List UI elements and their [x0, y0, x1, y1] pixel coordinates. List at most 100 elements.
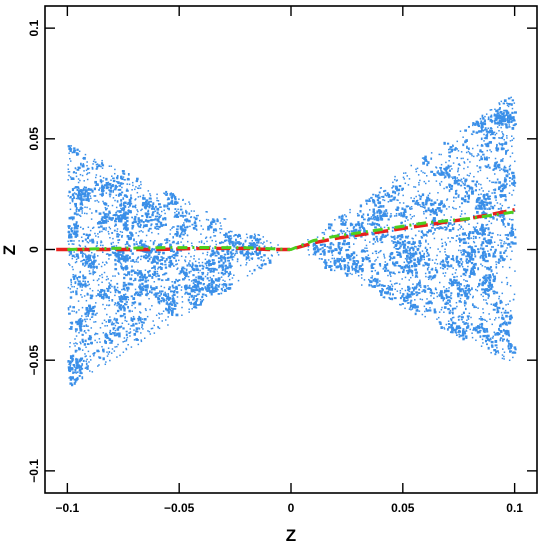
scatter-point	[158, 295, 161, 297]
scatter-point	[173, 301, 176, 304]
scatter-point	[79, 215, 82, 218]
scatter-point	[191, 244, 193, 247]
scatter-point	[132, 324, 135, 327]
scatter-point	[124, 227, 127, 231]
scatter-point	[458, 260, 461, 264]
scatter-point	[509, 184, 511, 187]
scatter-point	[207, 287, 211, 290]
scatter-point	[84, 353, 86, 355]
scatter-point	[77, 280, 80, 283]
scatter-point	[399, 245, 402, 248]
scatter-point	[417, 257, 419, 261]
scatter-point	[68, 171, 71, 173]
scatter-point	[513, 346, 517, 349]
scatter-point	[375, 278, 379, 282]
scatter-point	[161, 297, 164, 300]
scatter-point	[492, 255, 495, 258]
scatter-point	[447, 323, 451, 325]
scatter-point	[480, 263, 482, 265]
scatter-point	[501, 113, 504, 116]
scatter-point	[461, 181, 463, 183]
scatter-point	[434, 202, 437, 204]
scatter-point	[373, 263, 376, 265]
scatter-point	[104, 213, 108, 215]
scatter-point	[196, 304, 200, 306]
scatter-point	[110, 352, 113, 354]
scatter-point	[223, 234, 226, 237]
scatter-point	[493, 173, 496, 175]
scatter-point	[368, 198, 371, 201]
scatter-point	[181, 301, 184, 303]
scatter-point	[508, 126, 511, 128]
scatter-point	[86, 241, 89, 243]
scatter-point	[117, 181, 120, 184]
scatter-point	[158, 292, 160, 295]
scatter-point	[214, 286, 217, 288]
scatter-point	[107, 220, 109, 223]
scatter-point	[440, 293, 443, 297]
scatter-point	[79, 214, 81, 217]
scatter-point	[148, 254, 151, 256]
scatter-point	[105, 253, 108, 255]
scatter-point	[148, 227, 152, 230]
scatter-point	[362, 257, 365, 260]
scatter-point	[470, 323, 473, 326]
scatter-point	[388, 259, 391, 261]
scatter-point	[449, 282, 452, 285]
scatter-point	[110, 323, 114, 326]
scatter-point	[139, 293, 142, 297]
scatter-point	[449, 279, 452, 281]
scatter-point	[101, 230, 103, 233]
scatter-point	[508, 343, 511, 345]
scatter-point	[174, 211, 176, 214]
scatter-point	[450, 297, 453, 300]
scatter-point	[163, 209, 165, 211]
scatter-point	[372, 223, 374, 226]
scatter-point	[130, 295, 133, 298]
scatter-point	[190, 270, 192, 273]
scatter-point	[81, 174, 84, 177]
scatter-point	[501, 255, 503, 258]
scatter-point	[179, 284, 181, 286]
scatter-point	[80, 162, 82, 166]
scatter-point	[253, 242, 256, 244]
scatter-point	[470, 267, 474, 270]
scatter-point	[427, 276, 430, 279]
scatter-point	[500, 184, 503, 188]
scatter-point	[246, 253, 250, 256]
scatter-point	[488, 281, 492, 284]
scatter-point	[447, 296, 451, 299]
scatter-point	[384, 212, 387, 216]
scatter-point	[140, 239, 143, 243]
scatter-point	[125, 330, 128, 333]
scatter-point	[498, 261, 500, 264]
scatter-point	[419, 179, 421, 182]
scatter-point	[440, 171, 444, 175]
scatter-point	[83, 265, 86, 267]
scatter-point	[372, 278, 375, 282]
scatter-point	[405, 248, 408, 252]
scatter-point	[163, 273, 166, 276]
scatter-point	[254, 238, 258, 242]
scatter-point	[180, 228, 183, 231]
scatter-point	[223, 253, 227, 256]
scatter-point	[130, 317, 133, 319]
scatter-point	[464, 270, 468, 274]
scatter-point	[95, 209, 98, 213]
scatter-point	[224, 232, 228, 236]
scatter-point	[79, 179, 81, 182]
scatter-point	[406, 254, 409, 258]
scatter-point	[131, 274, 133, 276]
scatter-point	[106, 337, 108, 339]
scatter-point	[117, 343, 119, 346]
scatter-point	[419, 256, 423, 259]
scatter-point	[73, 251, 75, 253]
scatter-point	[152, 202, 155, 206]
scatter-point	[146, 315, 149, 318]
scatter-point	[506, 102, 508, 104]
scatter-point	[461, 261, 464, 263]
scatter-point	[160, 292, 163, 296]
scatter-point	[139, 270, 142, 272]
scatter-point	[73, 223, 76, 226]
scatter-point	[375, 280, 378, 282]
